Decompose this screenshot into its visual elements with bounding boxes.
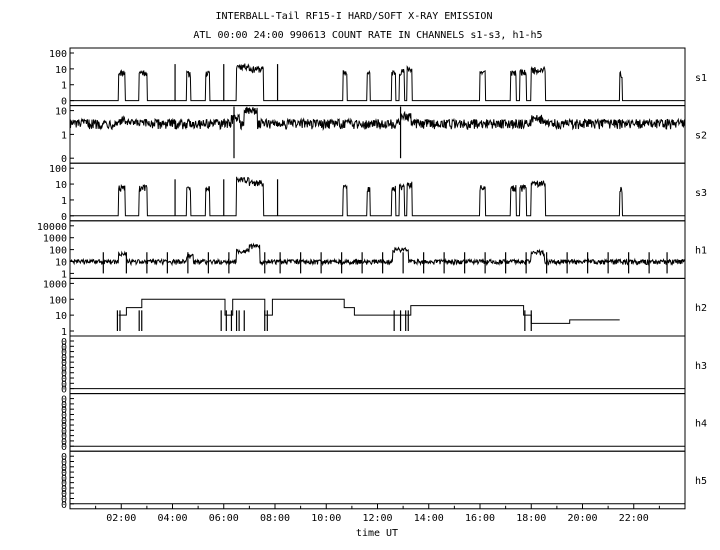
y-tick-label: 1 [61,327,67,338]
y-tick-label: 0 [61,358,67,369]
x-tick-label: 22:00 [619,513,649,524]
y-tick-label: 0 [61,452,67,463]
y-tick-label: 0 [61,432,67,443]
y-tick-label: 0 [61,342,67,353]
y-tick-label: 0 [61,385,67,396]
x-tick-label: 06:00 [209,513,239,524]
channel-label-h1: h1 [695,246,707,257]
y-tick-label: 0 [61,348,67,359]
channel-label-s2: s2 [695,130,707,141]
y-tick-label: 0 [61,416,67,427]
x-tick-label: 02:00 [106,513,136,524]
y-tick-label: 0 [61,442,67,453]
y-tick-label: 0 [61,369,67,380]
chart-subtitle: ATL 00:00 24:00 990613 COUNT RATE IN CHA… [193,30,542,41]
y-tick-label: 10 [55,180,67,191]
channel-label-s1: s1 [695,73,707,84]
panel-frame [69,335,686,395]
y-tick-label: 0 [61,426,67,437]
x-tick-label: 04:00 [157,513,187,524]
y-tick-label: 10 [55,65,67,76]
x-tick-label: 16:00 [465,513,495,524]
y-tick-label: 0 [61,400,67,411]
y-tick-label: 0 [61,374,67,385]
y-tick-label: 0 [61,212,67,223]
x-tick-label: 12:00 [362,513,392,524]
y-tick-label: 1 [61,130,67,141]
y-tick-label: 1000 [43,279,67,290]
y-tick-label: 10000 [37,222,67,233]
y-tick-label: 1 [61,196,67,207]
y-tick-label: 100 [49,49,67,60]
channel-label-h4: h4 [695,418,707,429]
panel-frame [69,220,686,279]
panel-frame [69,450,686,510]
y-tick-label: 0 [61,353,67,364]
panel-frame [69,393,686,452]
x-tick-label: 20:00 [567,513,597,524]
x-axis-label: time UT [356,528,398,539]
y-tick-label: 0 [61,363,67,374]
y-tick-label: 0 [61,500,67,511]
y-tick-label: 100 [49,246,67,257]
channel-label-h3: h3 [695,361,707,372]
y-tick-label: 1 [61,81,67,92]
y-tick-label: 1 [61,269,67,280]
y-tick-label: 0 [61,437,67,448]
y-tick-label: 0 [61,484,67,495]
y-tick-label: 100 [49,164,67,175]
panel-h2: h2 1000 100 10 1 [43,277,707,338]
panel-frame [69,105,686,164]
chart-title: INTERBALL-Tail RF15-I HARD/SOFT X-RAY EM… [216,11,493,22]
y-tick-label: 0 [61,421,67,432]
y-tick-label: 100 [49,295,67,306]
y-tick-label: 10 [55,258,67,269]
series-line-h1 [69,242,686,267]
x-tick-label: 14:00 [414,513,444,524]
y-tick-label: 0 [61,395,67,406]
x-tick-label: 08:00 [260,513,290,524]
panel-frame [69,162,686,222]
y-tick-label: 10 [55,107,67,118]
y-tick-label: 0 [61,473,67,484]
series-line-h2 [118,298,620,324]
series-line-s2 [69,106,685,131]
channel-label-s3: s3 [695,188,707,199]
y-tick-label: 1000 [43,234,67,245]
y-tick-label: 0 [61,457,67,468]
x-axis: 02:00 04:00 06:00 08:00 10:00 12:00 14:00 16:00… [95,503,660,524]
y-tick-label: 0 [61,405,67,416]
panel-frame [69,277,686,337]
y-tick-label: 0 [61,97,67,108]
series-line-s3 [70,176,685,217]
x-tick-label: 10:00 [311,513,341,524]
panels: s11001010s21010s31001010h110000100010010… [37,47,707,511]
channel-label-h5: h5 [695,476,707,487]
series-line-s1 [70,63,685,102]
y-tick-label: 0 [61,468,67,479]
y-tick-label: 10 [55,311,67,322]
y-tick-label: 0 [61,479,67,490]
y-tick-label: 0 [61,463,67,474]
y-tick-label: 0 [61,410,67,421]
panel-frame [69,47,686,107]
channel-label-h2: h2 [695,303,707,314]
y-tick-label: 0 [61,379,67,390]
y-tick-label: 0 [61,495,67,506]
y-tick-label: 0 [61,154,67,165]
x-tick-label: 18:00 [516,513,546,524]
y-tick-label: 0 [61,337,67,348]
y-tick-label: 0 [61,489,67,500]
